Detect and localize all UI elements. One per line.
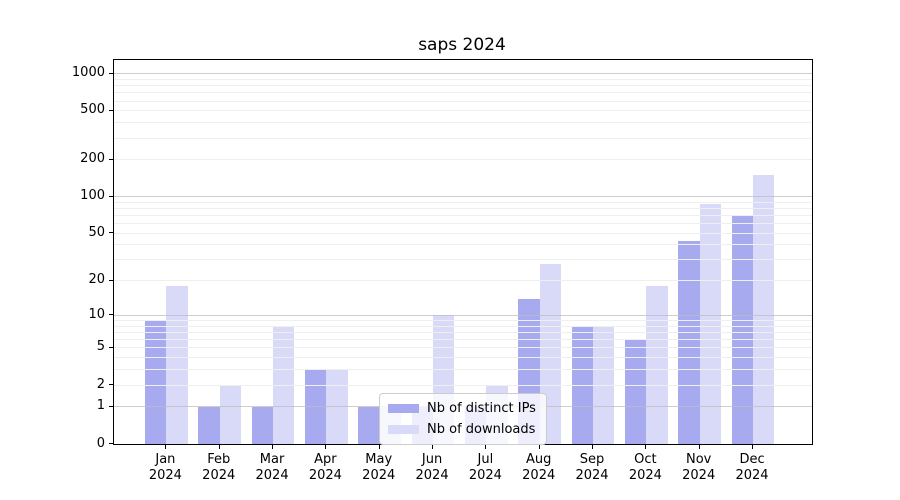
gridline-minor [114, 201, 812, 203]
gridline-minor [114, 357, 812, 359]
bar-downloads [753, 175, 775, 444]
x-tick-label: Sep 2024 [575, 452, 609, 483]
y-tick-label: 200 [80, 151, 105, 167]
gridline-minor [114, 347, 812, 349]
legend-swatch-downloads [388, 425, 419, 434]
x-tick-mark [432, 445, 434, 449]
gridline-minor [114, 280, 812, 282]
y-tick-mark [109, 158, 113, 160]
gridline-minor [114, 85, 812, 87]
gridline-major [114, 196, 812, 198]
y-tick-mark [109, 279, 113, 281]
legend-entry-downloads: Nb of downloads [388, 422, 536, 437]
x-tick-label: Jun 2024 [415, 452, 449, 483]
x-tick-mark [485, 445, 487, 449]
gridline-minor [114, 259, 812, 261]
chart-title: saps 2024 [418, 35, 506, 55]
gridline-major [114, 314, 812, 316]
gridline-minor [114, 332, 812, 334]
gridline-minor [114, 215, 812, 217]
y-tick-label: 2 [96, 376, 105, 392]
y-tick-label: 0 [96, 435, 105, 451]
y-tick-mark [109, 72, 113, 74]
y-tick-label: 10 [88, 306, 105, 322]
gridline-minor [114, 137, 812, 139]
bar-downloads [166, 286, 188, 444]
y-tick-mark [109, 195, 113, 197]
x-tick-label: Jan 2024 [148, 452, 182, 483]
x-tick-label: Jul 2024 [468, 452, 502, 483]
gridline-minor [114, 92, 812, 94]
x-tick-label: Oct 2024 [628, 452, 662, 483]
bar-distinct-ips [145, 320, 167, 444]
bar-downloads [219, 385, 242, 444]
bar-distinct-ips [198, 406, 220, 444]
x-tick-mark [645, 445, 647, 449]
x-tick-label: Apr 2024 [308, 452, 342, 483]
bar-downloads [646, 286, 668, 444]
x-tick-label: Nov 2024 [682, 452, 716, 483]
y-tick-mark [109, 405, 113, 407]
x-tick-label: Dec 2024 [735, 452, 769, 483]
x-tick-mark [325, 445, 327, 449]
plot-area: Nb of distinct IPs Nb of downloads [113, 59, 813, 445]
bar-distinct-ips [678, 241, 700, 444]
x-tick-mark [378, 445, 380, 449]
x-tick-label: Mar 2024 [255, 452, 289, 483]
y-tick-label: 1000 [71, 65, 105, 81]
legend-label-distinct-ips: Nb of distinct IPs [427, 401, 536, 416]
y-tick-mark [109, 109, 113, 111]
x-tick-mark [538, 445, 540, 449]
y-tick-mark [109, 346, 113, 348]
gridline-minor [114, 159, 812, 161]
gridline-minor [114, 384, 812, 386]
bar-distinct-ips [358, 406, 380, 444]
x-tick-mark [272, 445, 274, 449]
bar-distinct-ips [251, 406, 274, 444]
gridline-major [114, 73, 812, 75]
legend-swatch-distinct-ips [388, 404, 419, 413]
x-tick-mark [698, 445, 700, 449]
gridline-minor [114, 110, 812, 112]
y-tick-label: 1 [96, 398, 105, 414]
y-tick-label: 50 [88, 224, 105, 240]
bar-distinct-ips [731, 215, 754, 444]
y-tick-mark [109, 314, 113, 316]
gridline-minor [114, 244, 812, 246]
legend: Nb of distinct IPs Nb of downloads [379, 393, 547, 445]
gridline-minor [114, 78, 812, 80]
bar-distinct-ips [625, 339, 647, 444]
gridline-minor [114, 320, 812, 322]
y-tick-label: 20 [88, 272, 105, 288]
x-tick-mark [592, 445, 594, 449]
bar-downloads [699, 204, 721, 444]
y-tick-mark [109, 443, 113, 444]
gridline-minor [114, 369, 812, 371]
gridline-minor [114, 223, 812, 225]
y-tick-label: 5 [96, 339, 105, 355]
y-tick-mark [109, 384, 113, 386]
x-tick-label: May 2024 [362, 452, 396, 483]
y-tick-mark [109, 232, 113, 234]
gridline-minor [114, 207, 812, 209]
legend-entry-distinct-ips: Nb of distinct IPs [388, 401, 536, 416]
x-tick-label: Aug 2024 [522, 452, 556, 483]
gridline-minor [114, 325, 812, 327]
x-tick-mark [218, 445, 220, 449]
y-tick-label: 500 [80, 102, 105, 118]
legend-label-downloads: Nb of downloads [427, 422, 536, 437]
gridline-minor [114, 100, 812, 102]
y-tick-label: 100 [80, 188, 105, 204]
x-tick-mark [165, 445, 167, 449]
gridline-minor [114, 122, 812, 124]
gridline-minor [114, 232, 812, 234]
x-tick-label: Feb 2024 [202, 452, 236, 483]
x-tick-mark [752, 445, 754, 449]
grid-layer [114, 60, 812, 444]
gridline-minor [114, 339, 812, 341]
